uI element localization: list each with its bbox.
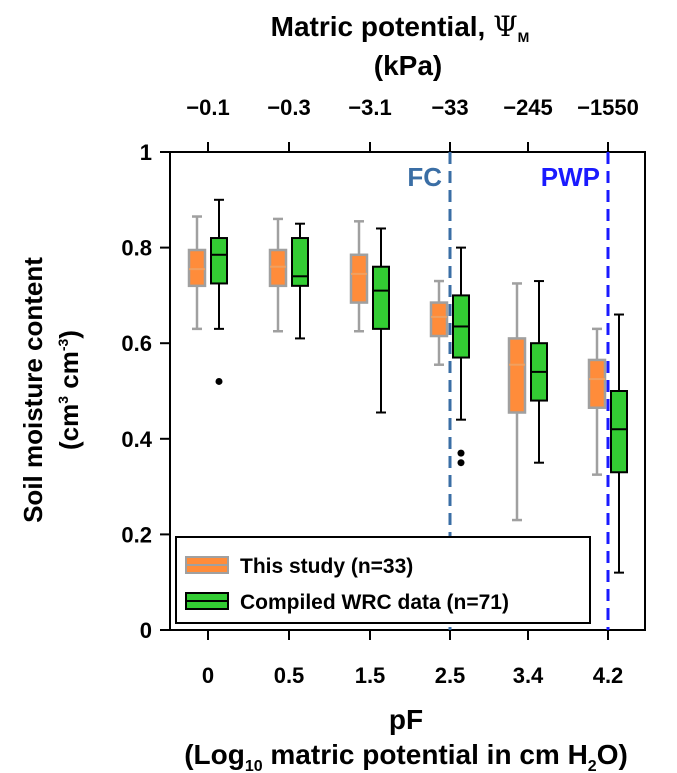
box-iqr	[610, 390, 628, 474]
box-iqr	[210, 237, 228, 285]
y-tick-label: 0.2	[121, 522, 152, 547]
reference-line-label: PWP	[541, 162, 600, 192]
x-tick-label: 3.4	[513, 663, 544, 688]
box-compiled	[291, 222, 309, 340]
y-tick-label: 1	[140, 140, 152, 165]
box-this-study	[429, 279, 449, 366]
top-tick-label: −1550	[577, 95, 639, 120]
outlier-point	[457, 449, 465, 457]
top-tick-label: −0.3	[267, 95, 310, 120]
box-this-study	[587, 327, 607, 476]
box-iqr	[429, 301, 449, 338]
x-tick-label: 0.5	[274, 663, 305, 688]
y-tick-label: 0.4	[121, 427, 152, 452]
legend-box	[175, 536, 591, 624]
x-tick-label: 0	[202, 663, 214, 688]
box-iqr	[268, 248, 288, 288]
legend-label: This study (n=33)	[240, 555, 413, 578]
x-tick-label: 2.5	[435, 663, 466, 688]
x-tick-label: 4.2	[593, 663, 624, 688]
box-this-study	[349, 220, 369, 333]
box-compiled	[210, 198, 228, 385]
box-iqr	[507, 337, 527, 414]
box-this-study	[187, 215, 207, 331]
box-iqr	[587, 358, 607, 409]
y-axis-label-line1: Soil moisture content	[18, 257, 48, 523]
top-tick-label: −33	[431, 95, 468, 120]
outlier-point	[457, 459, 465, 467]
y-axis-label-line2: (cm3 cm-3)	[54, 330, 84, 450]
box-iqr	[349, 253, 369, 304]
outlier-point	[215, 377, 223, 385]
top-tick-label: −245	[503, 95, 553, 120]
top-tick-label: −0.1	[186, 95, 229, 120]
legend-label: Compiled WRC data (n=71)	[240, 591, 509, 614]
y-axis-label: Soil moisture content (cm3 cm-3)	[18, 257, 84, 523]
y-tick-label: 0	[140, 618, 152, 643]
x-tick-label: 1.5	[355, 663, 386, 688]
box-compiled	[452, 246, 470, 467]
box-compiled	[372, 227, 390, 414]
x-axis-label-line2: (Log10 matric potential in cm H2O)	[184, 739, 628, 773]
y-tick-label: 0.8	[121, 236, 152, 261]
box-this-study	[268, 217, 288, 333]
box-this-study	[507, 282, 527, 522]
box-iqr	[372, 265, 390, 330]
top-axis-unit: (kPa)	[374, 50, 442, 81]
box-compiled	[610, 313, 628, 574]
plot-area: 0 0.2 0.4 0.6 0.8 1 0 −0.1 0.5 −0.3 1.5 −3.1 2.5 −33 3…	[121, 95, 646, 688]
top-tick-label: −3.1	[348, 95, 391, 120]
x-axis-label-line1: pF	[389, 704, 423, 735]
box-iqr	[291, 237, 309, 287]
reference-line-label: FC	[407, 162, 442, 192]
top-axis-title: Matric potential, ΨM	[271, 10, 530, 45]
box-iqr	[187, 248, 207, 288]
plot-frame	[169, 151, 646, 631]
y-tick-label: 0.6	[121, 331, 152, 356]
